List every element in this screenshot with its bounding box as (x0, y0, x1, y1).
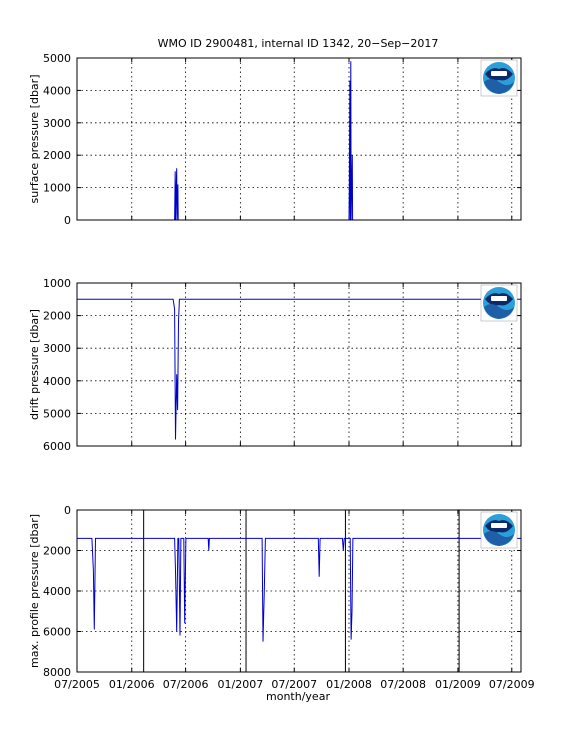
y-tick-label: 0 (64, 214, 71, 227)
axes-frame (76, 509, 522, 673)
data-series-drift (77, 298, 521, 440)
noaa-logo-wave (484, 79, 514, 94)
axes-frame (76, 282, 522, 447)
y-tick-label: 5000 (43, 407, 71, 420)
x-tick-label: 01/2007 (218, 678, 264, 691)
y-tick-label: 6000 (43, 440, 71, 453)
x-tick-label: 07/2007 (271, 678, 317, 691)
noaa-logo (480, 511, 518, 549)
y-tick-label: 3000 (43, 342, 71, 355)
noaa-logo-wave (484, 304, 514, 319)
y-tick-label: 3000 (43, 117, 71, 130)
x-tick-label: 07/2008 (380, 678, 426, 691)
y-tick-label: 4000 (43, 375, 71, 388)
x-tick-label: 01/2006 (109, 678, 155, 691)
y-tick-label: 1000 (43, 182, 71, 195)
noaa-logo (480, 284, 518, 322)
y-axis-label: drift pressure [dbar] (28, 309, 41, 420)
x-tick-label: 07/2005 (54, 678, 100, 691)
y-axis-label: max. profile pressure [dbar] (28, 514, 41, 668)
x-tick-label: 07/2009 (489, 678, 535, 691)
noaa-logo-wordmark (491, 296, 507, 301)
y-tick-label: 8000 (43, 666, 71, 679)
y-axis-label: surface pressure [dbar] (28, 75, 41, 204)
y-tick-label: 1000 (43, 277, 71, 290)
figure-title: WMO ID 2900481, internal ID 1342, 20−Sep… (158, 37, 439, 50)
y-tick-label: 5000 (43, 52, 71, 65)
x-tick-label: 01/2009 (435, 678, 481, 691)
noaa-logo-wordmark (491, 523, 507, 528)
y-tick-label: 2000 (43, 310, 71, 323)
data-series-maxprofile (77, 537, 521, 642)
y-tick-label: 2000 (43, 149, 71, 162)
noaa-logo-wordmark (491, 71, 507, 76)
x-axis-label: month/year (266, 690, 330, 703)
noaa-logo-wave (484, 531, 514, 546)
y-tick-label: 4000 (43, 585, 71, 598)
y-tick-label: 0 (64, 504, 71, 517)
y-tick-label: 6000 (43, 626, 71, 639)
axes-frame (76, 57, 522, 221)
data-series-surface (77, 61, 521, 221)
panel-drift: 1000 2000 3000 4000 5000 6000 drift pressure [… (28, 277, 522, 453)
y-tick-label: 2000 (43, 545, 71, 558)
y-tick-label: 4000 (43, 84, 71, 97)
noaa-logo (480, 59, 518, 97)
x-tick-label: 01/2008 (326, 678, 372, 691)
x-tick-label: 07/2006 (163, 678, 209, 691)
